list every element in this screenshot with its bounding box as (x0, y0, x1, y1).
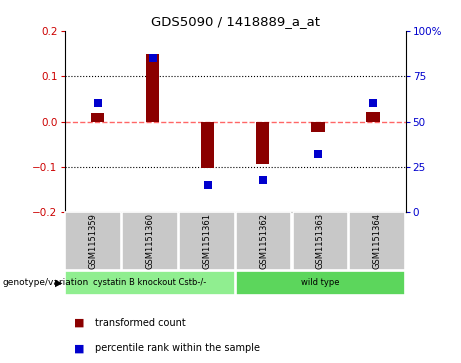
Text: ■: ■ (74, 343, 84, 354)
Bar (91, 113, 105, 122)
Point (204, 182, 211, 188)
Text: percentile rank within the sample: percentile rank within the sample (95, 343, 260, 354)
Text: genotype/variation: genotype/variation (2, 278, 89, 287)
Point (369, 101, 376, 106)
Text: GSM1151360: GSM1151360 (145, 213, 154, 269)
Point (94, 101, 101, 106)
Text: ■: ■ (74, 318, 84, 328)
Point (259, 177, 266, 183)
Bar (179, 212, 235, 270)
Point (149, 55, 156, 61)
Text: GSM1151361: GSM1151361 (202, 213, 211, 269)
Text: GSM1151359: GSM1151359 (89, 213, 97, 269)
Bar (311, 122, 325, 131)
Text: GSM1151362: GSM1151362 (259, 213, 268, 269)
Bar (293, 212, 348, 270)
Bar (256, 122, 270, 164)
Bar (366, 111, 379, 122)
Bar (65, 212, 121, 270)
Text: cystatin B knockout Cstb-/-: cystatin B knockout Cstb-/- (93, 278, 207, 287)
Bar (146, 53, 160, 122)
Bar (65, 271, 235, 294)
Text: GSM1151364: GSM1151364 (373, 213, 382, 269)
Text: ▶: ▶ (55, 277, 63, 287)
Bar (201, 122, 214, 168)
Bar (122, 212, 177, 270)
Bar (349, 212, 405, 270)
Text: GSM1151363: GSM1151363 (316, 213, 325, 269)
Text: wild type: wild type (301, 278, 340, 287)
Bar (236, 271, 405, 294)
Bar (236, 212, 291, 270)
Point (314, 151, 321, 157)
Title: GDS5090 / 1418889_a_at: GDS5090 / 1418889_a_at (151, 15, 319, 28)
Text: transformed count: transformed count (95, 318, 185, 328)
